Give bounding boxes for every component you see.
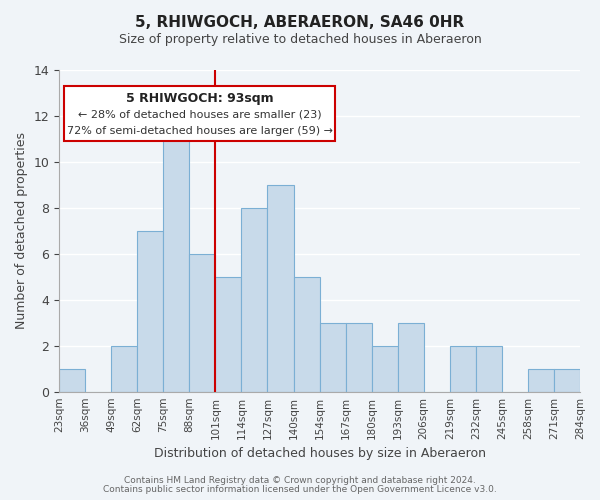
Bar <box>111 346 137 392</box>
Bar <box>241 208 268 392</box>
Bar <box>137 231 163 392</box>
Bar <box>293 277 320 392</box>
Bar <box>476 346 502 392</box>
Text: Size of property relative to detached houses in Aberaeron: Size of property relative to detached ho… <box>119 32 481 46</box>
X-axis label: Distribution of detached houses by size in Aberaeron: Distribution of detached houses by size … <box>154 447 485 460</box>
Bar <box>398 322 424 392</box>
Bar <box>371 346 398 392</box>
Bar <box>528 368 554 392</box>
Bar <box>320 322 346 392</box>
Bar <box>554 368 580 392</box>
Bar <box>450 346 476 392</box>
Bar <box>215 277 241 392</box>
Bar <box>163 116 190 392</box>
Bar <box>346 322 371 392</box>
Y-axis label: Number of detached properties: Number of detached properties <box>15 132 28 330</box>
Text: ← 28% of detached houses are smaller (23): ← 28% of detached houses are smaller (23… <box>78 110 322 120</box>
Bar <box>59 368 85 392</box>
Text: 5, RHIWGOCH, ABERAERON, SA46 0HR: 5, RHIWGOCH, ABERAERON, SA46 0HR <box>136 15 464 30</box>
Bar <box>190 254 215 392</box>
Text: 5 RHIWGOCH: 93sqm: 5 RHIWGOCH: 93sqm <box>126 92 274 104</box>
Text: Contains HM Land Registry data © Crown copyright and database right 2024.: Contains HM Land Registry data © Crown c… <box>124 476 476 485</box>
Bar <box>268 185 293 392</box>
Text: 72% of semi-detached houses are larger (59) →: 72% of semi-detached houses are larger (… <box>67 126 333 136</box>
Text: Contains public sector information licensed under the Open Government Licence v3: Contains public sector information licen… <box>103 484 497 494</box>
